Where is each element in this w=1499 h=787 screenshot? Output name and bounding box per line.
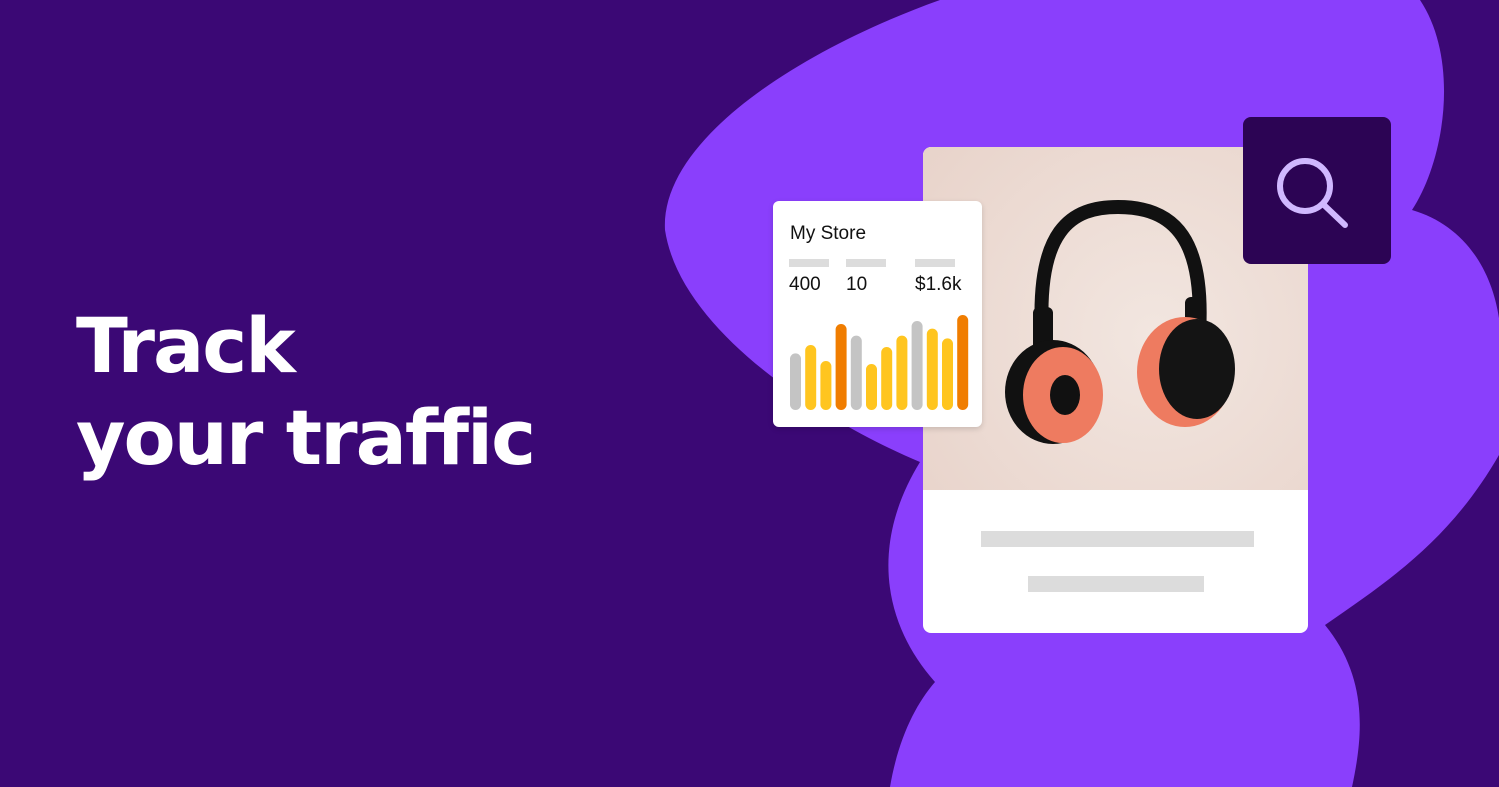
product-card: [923, 147, 1308, 633]
chart-bar: [790, 353, 801, 410]
stat-value: 400: [789, 274, 821, 295]
chart-bar: [835, 324, 847, 410]
search-icon: [1277, 158, 1348, 228]
stat-label-placeholder: [789, 259, 829, 267]
headline-line-1: Track: [76, 301, 296, 390]
stat-orders: 10: [846, 259, 886, 296]
chart-bar: [820, 361, 832, 410]
headline: Track your traffic: [76, 300, 536, 484]
chart-bar: [911, 321, 923, 410]
bar-chart: [790, 315, 969, 410]
stat-value: 10: [846, 274, 868, 295]
store-stats-card: My Store 400 10 $1.6k: [773, 201, 982, 427]
chart-bar: [926, 328, 938, 410]
stat-visits: 400: [789, 259, 829, 296]
stat-label-placeholder: [915, 259, 955, 267]
chart-bar: [957, 315, 969, 410]
stat-value: $1.6k: [915, 274, 962, 295]
headphones-icon: [1005, 199, 1235, 444]
chart-bar: [866, 364, 877, 410]
stat-revenue: $1.6k: [915, 259, 961, 296]
stat-label-placeholder: [846, 259, 886, 267]
chart-bar: [942, 338, 953, 410]
placeholder-line: [981, 531, 1254, 547]
store-title: My Store: [790, 223, 867, 244]
chart-bar: [896, 335, 908, 410]
placeholder-line: [1028, 576, 1204, 592]
headline-line-2: your traffic: [76, 393, 536, 482]
chart-bar: [805, 345, 817, 410]
search-button[interactable]: [1243, 117, 1391, 264]
chart-bar: [881, 347, 893, 410]
chart-bar: [850, 335, 862, 410]
